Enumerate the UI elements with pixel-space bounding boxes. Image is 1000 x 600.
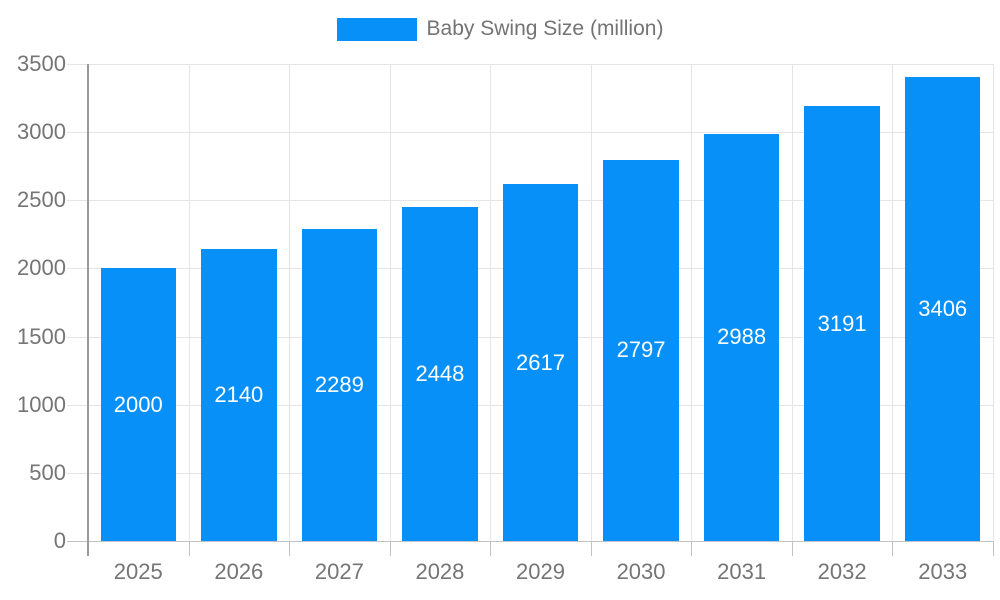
bar-2033[interactable]: 3406 bbox=[905, 76, 981, 541]
y-axis-tick-label: 0 bbox=[53, 528, 66, 553]
bar-2025[interactable]: 2000 bbox=[100, 268, 176, 541]
x-axis-tick bbox=[591, 541, 592, 556]
bar-value-label: 2988 bbox=[717, 324, 767, 350]
x-gridline bbox=[792, 64, 793, 541]
x-gridline bbox=[189, 64, 190, 541]
x-gridline bbox=[892, 64, 893, 541]
x-gridline bbox=[390, 64, 391, 541]
y-axis-tick-label: 2500 bbox=[17, 187, 66, 213]
y-axis-tick-label: 1500 bbox=[17, 323, 66, 349]
x-gridline bbox=[993, 64, 994, 541]
y-axis-line bbox=[87, 64, 89, 556]
bar-value-label: 2000 bbox=[113, 391, 163, 417]
x-axis-tick-label: 2032 bbox=[817, 559, 867, 584]
bar-2032[interactable]: 3191 bbox=[804, 106, 880, 541]
x-axis-tick bbox=[892, 541, 893, 556]
bar-2028[interactable]: 2448 bbox=[402, 207, 478, 541]
bar-value-label: 2448 bbox=[415, 361, 465, 387]
x-axis-tick-label: 2026 bbox=[214, 559, 264, 584]
bar-2029[interactable]: 2617 bbox=[502, 184, 579, 541]
x-axis-tick bbox=[189, 541, 190, 556]
y-axis-tick-label: 3500 bbox=[17, 51, 66, 76]
x-axis-tick bbox=[792, 541, 793, 556]
x-axis-tick-label: 2025 bbox=[113, 559, 163, 584]
x-gridline bbox=[591, 64, 592, 541]
x-axis-tick bbox=[390, 541, 391, 556]
x-axis-tick-label: 2028 bbox=[415, 559, 465, 584]
bar-value-label: 2140 bbox=[214, 382, 264, 408]
x-axis-tick-label: 2031 bbox=[717, 559, 767, 584]
bar-value-label: 2289 bbox=[314, 372, 364, 397]
x-gridline bbox=[490, 64, 491, 541]
x-gridline bbox=[289, 64, 290, 541]
legend-swatch bbox=[336, 17, 417, 41]
bar-value-label: 3406 bbox=[918, 295, 968, 321]
y-gridline bbox=[67, 541, 993, 542]
y-axis-tick-label: 3000 bbox=[17, 119, 66, 145]
x-axis-tick-label: 2029 bbox=[516, 559, 565, 584]
x-axis-tick-label: 2033 bbox=[918, 559, 968, 584]
y-axis-tick-label: 2000 bbox=[17, 255, 66, 281]
legend-label: Baby Swing Size (million) bbox=[426, 17, 664, 40]
y-axis-tick-label: 1000 bbox=[17, 391, 66, 417]
bar-2027[interactable]: 2289 bbox=[301, 229, 378, 541]
x-axis-tick-label: 2030 bbox=[616, 559, 666, 584]
bar-2026[interactable]: 2140 bbox=[201, 249, 277, 541]
x-axis-tick bbox=[691, 541, 692, 556]
bar-value-label: 3191 bbox=[817, 310, 867, 336]
y-gridline bbox=[67, 64, 993, 65]
x-axis-tick-label: 2027 bbox=[314, 559, 364, 584]
x-axis-tick bbox=[993, 541, 994, 556]
legend[interactable]: Baby Swing Size (million) bbox=[0, 17, 1000, 41]
bar-value-label: 2617 bbox=[516, 349, 565, 375]
plot-area: 0 500 1000 1500 2000 2500 3000 3500 2000 2140 2289… bbox=[17, 52, 994, 584]
bar-value-label: 2797 bbox=[616, 337, 666, 363]
x-axis-tick bbox=[289, 541, 290, 556]
x-gridline bbox=[691, 64, 692, 541]
bar-2030[interactable]: 2797 bbox=[603, 159, 679, 541]
y-gridline bbox=[67, 132, 993, 134]
bar-2031[interactable]: 2988 bbox=[703, 133, 780, 541]
y-axis-tick-label: 500 bbox=[29, 459, 66, 485]
x-axis-tick bbox=[490, 541, 491, 556]
